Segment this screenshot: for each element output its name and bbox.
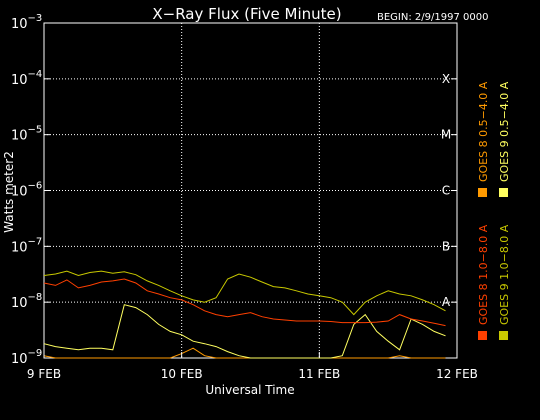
legend-swatch: [478, 331, 487, 340]
x-axis-label: Universal Time: [205, 383, 294, 397]
y-tick-label: 10−6: [11, 181, 42, 200]
y-tick-label: 10−4: [11, 69, 42, 88]
legend-swatch: [499, 331, 508, 340]
x-axis-ticks: 9 FEB 10 FEB 11 FEB 12 FEB: [27, 352, 478, 381]
series-line-2: [43, 304, 446, 359]
legend-label: GOES 8 1.0−8.0 A: [477, 224, 490, 325]
x-tick-label: 9 FEB: [27, 367, 61, 381]
chart-title: X−Ray Flux (Five Minute): [152, 5, 341, 23]
x-tick-label: 10 FEB: [161, 367, 203, 381]
begin-date: BEGIN: 2/9/1997 0000: [377, 12, 488, 23]
series-line-1: [43, 347, 446, 359]
y-tick-label: 10−7: [11, 236, 42, 255]
grid-lines: [44, 23, 457, 358]
y-axis-ticks: 10−9 10−8 10−7 10−6 10−5 10−4 10−3: [11, 13, 457, 367]
y-tick-label: 10−5: [11, 125, 42, 144]
series-line-3: [43, 270, 446, 316]
y-tick-label: 10−9: [11, 348, 42, 367]
flare-class-B: B: [442, 239, 450, 253]
y-tick-label: 10−8: [11, 292, 42, 311]
x-tick-label: 12 FEB: [436, 367, 478, 381]
legend-label: GOES 8 0.5−4.0 A: [477, 81, 490, 182]
x-tick-label: 11 FEB: [298, 367, 340, 381]
series-lines: [43, 270, 446, 359]
y-axis-label: Watts meter2: [2, 151, 16, 233]
legend-swatch: [478, 188, 487, 197]
legend-swatch: [499, 188, 508, 197]
legend-label: GOES 9 1.0−8.0 A: [498, 224, 511, 325]
flare-class-M: M: [441, 128, 451, 142]
flare-class-X: X: [442, 72, 450, 86]
y-tick-label: 10−3: [11, 13, 42, 32]
flare-class-C: C: [442, 184, 450, 198]
series-line-0: [43, 278, 446, 327]
legend-label: GOES 9 0.5−4.0 A: [498, 81, 511, 182]
flare-class-A: A: [442, 295, 451, 309]
flare-class-labels: A B C M X: [441, 72, 451, 309]
legend: GOES 8 1.0−8.0 A GOES 8 0.5−4.0 A GOES 9 1…: [477, 81, 511, 340]
